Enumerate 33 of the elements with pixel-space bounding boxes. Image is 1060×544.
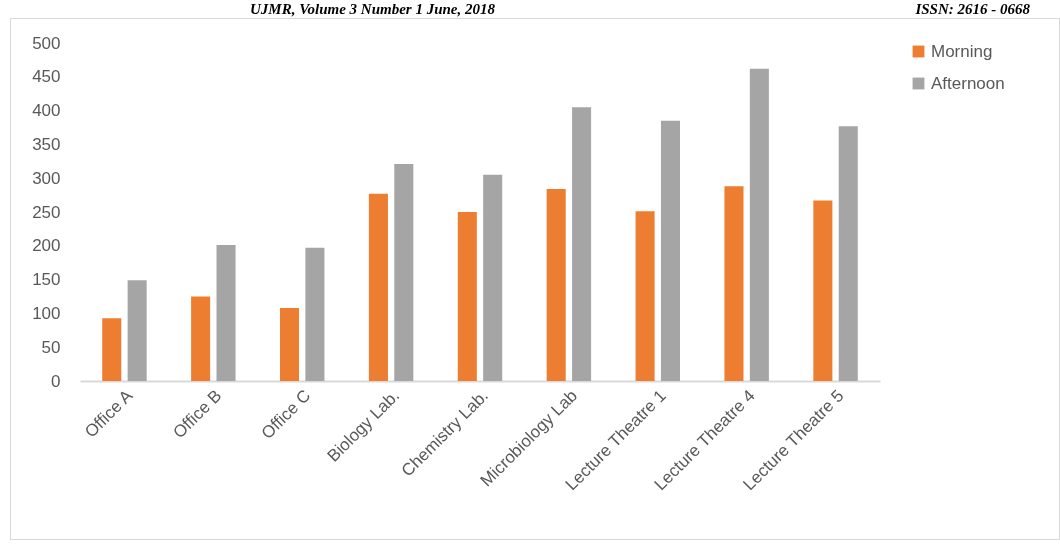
y-tick-label: 250	[32, 202, 61, 222]
legend-label: Afternoon	[931, 73, 1005, 93]
bar	[749, 68, 769, 381]
bar	[546, 189, 566, 381]
bar	[394, 164, 414, 381]
legend-label: Morning	[931, 41, 993, 61]
y-tick-label: 400	[32, 101, 61, 121]
bar	[457, 212, 477, 381]
y-tick-label: 0	[51, 371, 61, 391]
text: ISSN: 2616 - 0668	[915, 0, 1030, 18]
y-tick-label: 50	[41, 337, 61, 357]
bar	[813, 200, 833, 381]
bar	[660, 120, 680, 381]
bar	[280, 307, 300, 381]
bar	[368, 193, 388, 381]
y-tick-label: 350	[32, 134, 61, 154]
y-tick-label: 500	[32, 33, 61, 53]
bar	[838, 126, 858, 381]
y-tick-label: 450	[32, 67, 61, 87]
bar	[483, 174, 503, 381]
bar	[127, 280, 147, 381]
text: UJMR, Volume 3 Number 1 June, 2018	[250, 0, 496, 18]
y-tick-label: 100	[32, 303, 61, 323]
y-tick-label: 200	[32, 236, 61, 256]
y-tick-label: 150	[32, 270, 61, 290]
bar	[724, 186, 744, 381]
bar	[102, 318, 122, 381]
bar	[635, 211, 655, 381]
bar	[572, 107, 592, 381]
bar	[191, 296, 211, 381]
bar	[305, 247, 325, 381]
y-tick-label: 300	[32, 168, 61, 188]
bar	[216, 245, 236, 381]
